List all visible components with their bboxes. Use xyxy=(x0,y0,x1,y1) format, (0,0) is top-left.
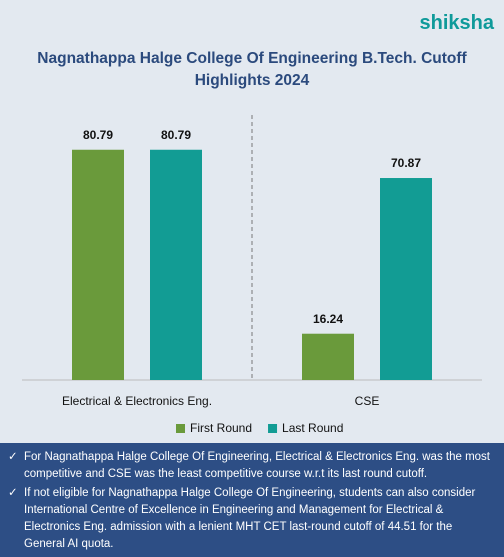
notes-panel: ✓ For Nagnathappa Halge College Of Engine… xyxy=(0,443,504,557)
value-label: 80.79 xyxy=(161,128,191,142)
bar xyxy=(150,149,202,380)
legend-swatch xyxy=(176,424,185,433)
bar xyxy=(380,178,432,380)
logo: shiksha xyxy=(419,12,494,34)
x-tick-label: CSE xyxy=(355,394,380,408)
legend-swatch xyxy=(268,424,278,433)
chart-title: Nagnathappa Halge College Of Engineering… xyxy=(37,50,467,89)
x-tick-label: Electrical & Electronics Eng. xyxy=(62,394,212,408)
bar xyxy=(72,149,124,380)
chart: Electrical & Electronics Eng. 80.79 80.79 C… xyxy=(22,115,482,435)
note: ✓ For Nagnathappa Halge College Of Engine… xyxy=(8,451,490,480)
note-text: If not eligible for Nagnathappa Halge Co… xyxy=(24,487,476,550)
legend-label: First Round xyxy=(190,421,252,435)
value-label: 16.24 xyxy=(313,312,343,326)
note-text: For Nagnathappa Halge College Of Enginee… xyxy=(24,451,490,480)
legend-label: Last Round xyxy=(282,421,343,435)
value-label: 80.79 xyxy=(83,128,113,142)
note: ✓ If not eligible for Nagnathappa Halge C… xyxy=(8,487,476,550)
bar xyxy=(302,333,354,380)
value-label: 70.87 xyxy=(391,156,421,170)
